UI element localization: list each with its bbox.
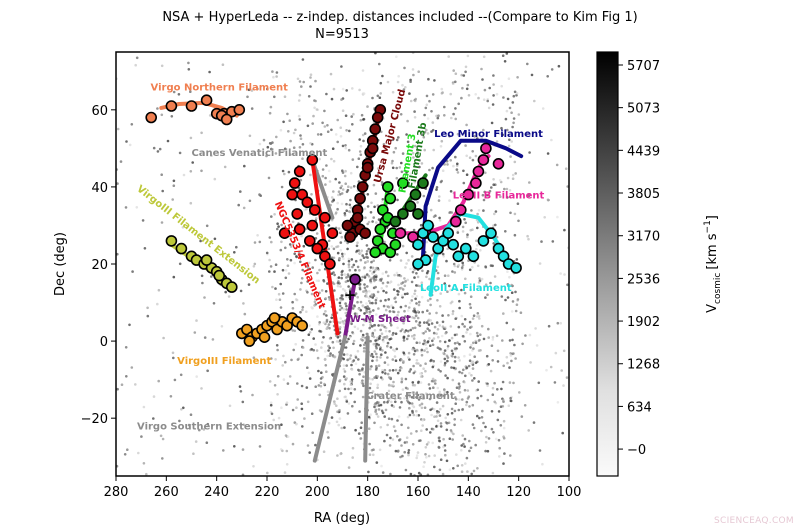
colorbar-tick-label: 3805	[627, 187, 660, 202]
colorbar-label: Vcosmic [km s−1]	[703, 215, 723, 313]
filament-label: VirgoIII Filament	[177, 356, 271, 367]
colorbar-tick-label: −0	[627, 443, 646, 458]
filament-label: Leo Minor Filament	[434, 129, 543, 140]
chart-title: NSA + HyperLeda -- z-indep. distances in…	[162, 10, 637, 25]
x-tick-label: 160	[406, 485, 431, 500]
y-tick-label: 0	[100, 335, 108, 350]
background-galaxy-points	[116, 52, 569, 476]
filament-label: Crater Filament	[366, 391, 455, 402]
colorbar-tick-label: 634	[627, 400, 652, 415]
colorbar-label-sub: cosmic	[713, 273, 723, 304]
colorbar-tick-label: 2536	[627, 272, 660, 287]
y-tick-label: 40	[91, 181, 108, 196]
filament-member-points	[145, 94, 522, 347]
x-axis-label: RA (deg)	[314, 511, 370, 526]
x-tick-label: 100	[557, 485, 582, 500]
filament-label: W-M Sheet	[350, 314, 411, 325]
colorbar-ticks: 5707 5073 4439 3805 3170 2536 1902 1268 634 −0	[618, 59, 660, 458]
x-tick-label: 140	[456, 485, 481, 500]
colorbar-tick-label: 4439	[627, 144, 660, 159]
x-tick-label: 240	[204, 485, 229, 500]
x-axis-ticks: 280 260 240 220 200 180 160 140 120 100	[104, 476, 582, 500]
colorbar-tick-label: 1902	[627, 315, 660, 330]
x-tick-label: 120	[506, 485, 531, 500]
y-tick-label: −20	[81, 412, 108, 427]
chart-subtitle: N=9513	[315, 27, 369, 42]
x-tick-label: 200	[305, 485, 330, 500]
filament-label: Virgo Northern Filament	[151, 83, 289, 94]
colorbar-label-unit: [km s	[705, 233, 720, 269]
x-tick-label: 220	[255, 485, 280, 500]
y-axis-label: Dec (deg)	[53, 232, 68, 296]
x-tick-label: 280	[104, 485, 129, 500]
filament-label: Virgo Southern Extension	[137, 422, 281, 433]
colorbar-label-sup: −1	[703, 220, 713, 233]
svg-text:+: +	[344, 286, 357, 304]
center-marker: +	[344, 286, 357, 304]
colorbar-tick-label: 3170	[627, 230, 660, 245]
colorbar-label-close: ]	[705, 215, 720, 220]
y-tick-label: 60	[91, 104, 108, 119]
colorbar-label-main: V	[705, 304, 720, 313]
colorbar-tick-label: 5707	[627, 59, 660, 74]
y-tick-label: 20	[91, 258, 108, 273]
watermark: SCIENCEAQ.COM	[713, 516, 794, 526]
colorbar-tick-label: 1268	[627, 358, 660, 373]
x-tick-label: 180	[355, 485, 380, 500]
y-axis-ticks: 60 40 20 0 −20	[81, 104, 116, 427]
colorbar-tick-label: 5073	[627, 102, 660, 117]
filament-label: Canes Venatici Filament	[191, 148, 327, 159]
filament-label: LeoII B Filament	[453, 191, 545, 202]
filament-label: LeoII A Filament	[420, 283, 512, 294]
plot-area: Virgo Northern Filament Canes Venatici Fi…	[116, 52, 569, 476]
x-tick-label: 260	[154, 485, 179, 500]
colorbar: 5707 5073 4439 3805 3170 2536 1902 1268 634 −0 Vc…	[596, 51, 723, 477]
